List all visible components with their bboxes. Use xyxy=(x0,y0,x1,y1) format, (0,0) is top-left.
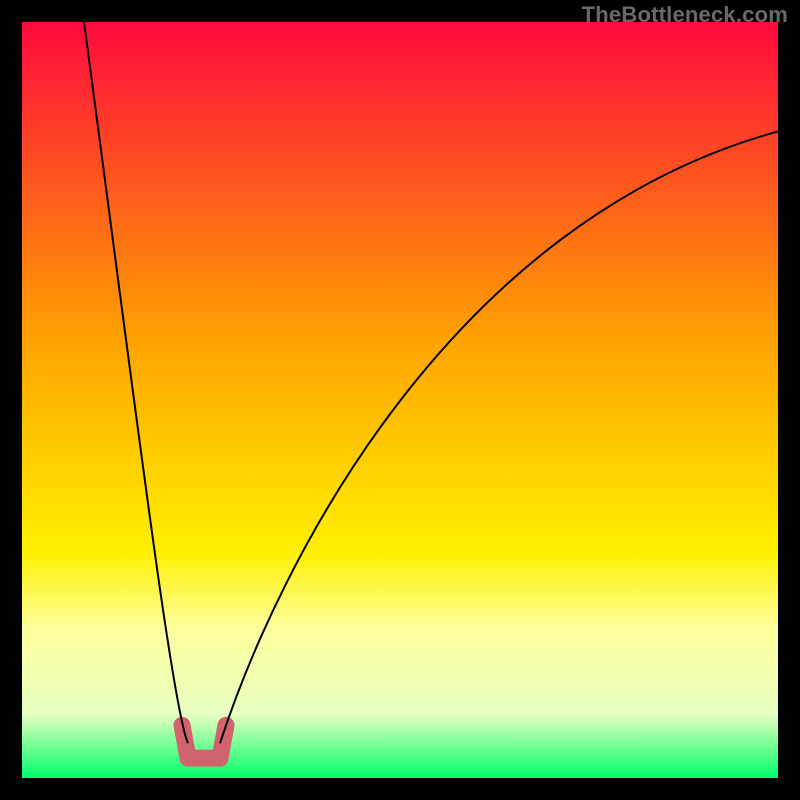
chart-svg xyxy=(0,0,800,800)
plot-area xyxy=(22,22,778,778)
chart-frame: TheBottleneck.com xyxy=(0,0,800,800)
watermark-text: TheBottleneck.com xyxy=(582,2,788,28)
